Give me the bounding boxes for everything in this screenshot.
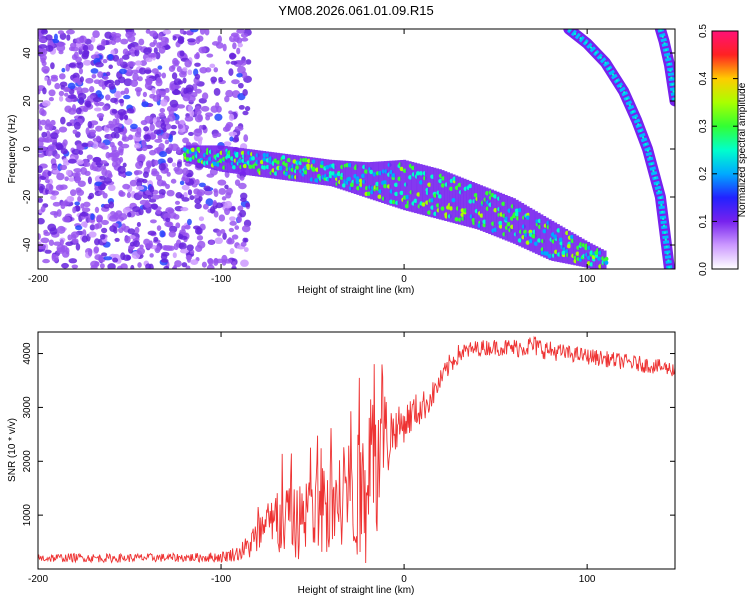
y-tick-label: 0 bbox=[22, 146, 33, 152]
curved-trace-1 bbox=[563, 29, 675, 269]
noise-speckle bbox=[38, 29, 252, 269]
x-tick-label: -100 bbox=[211, 574, 231, 585]
x-tick-label: 0 bbox=[401, 574, 407, 585]
colorbar-gradient bbox=[711, 30, 739, 270]
x-tick-label: 100 bbox=[579, 274, 596, 285]
x-tick-label: -100 bbox=[211, 274, 231, 285]
snr-y-axis-label: SNR (10 * v/v) bbox=[7, 418, 18, 482]
chart-title: YM08.2026.061.01.09.R15 bbox=[278, 3, 433, 18]
curved-trace-2 bbox=[654, 29, 675, 107]
x-tick-label: -200 bbox=[28, 574, 48, 585]
spectrogram-x-axis-label: Height of straight line (km) bbox=[298, 285, 415, 296]
y-tick-label: 20 bbox=[22, 95, 33, 107]
y-tick-label: 4000 bbox=[22, 342, 33, 365]
colorbar-tick-label: 0.1 bbox=[698, 214, 709, 228]
y-tick-label: 40 bbox=[22, 47, 33, 59]
colorbar-tick-label: 0.5 bbox=[698, 24, 709, 38]
colorbar-tick-label: 0.3 bbox=[698, 119, 709, 133]
spectrogram-y-axis-label: Frequency (Hz) bbox=[7, 115, 18, 184]
x-tick-label: 0 bbox=[401, 274, 407, 285]
y-tick-label: -40 bbox=[22, 237, 33, 252]
x-tick-label: -200 bbox=[28, 274, 48, 285]
snr-x-axis-label: Height of straight line (km) bbox=[298, 585, 415, 596]
snr-panel: -200 -100 0 100 1000 2000 3000 4000 Height of s… bbox=[7, 331, 676, 596]
colorbar-tick-label: 0.2 bbox=[698, 166, 709, 180]
y-tick-label: 1000 bbox=[22, 504, 33, 527]
y-tick-label: 2000 bbox=[22, 450, 33, 473]
main-doppler-trace bbox=[182, 145, 609, 269]
colorbar-tick-label: 0.4 bbox=[698, 71, 709, 85]
colorbar-tick-label: 0.0 bbox=[698, 262, 709, 276]
snr-series-line bbox=[38, 335, 675, 564]
snr-frame bbox=[37, 331, 676, 570]
y-tick-label: 3000 bbox=[22, 396, 33, 419]
colorbar-label: Normalized spectral amplitude bbox=[737, 82, 748, 217]
colorbar: 0.0 0.1 0.2 0.3 0.4 0.5 Normalized spectral a… bbox=[698, 24, 748, 276]
y-tick-label: -20 bbox=[22, 189, 33, 204]
x-tick-label: 100 bbox=[579, 574, 596, 585]
